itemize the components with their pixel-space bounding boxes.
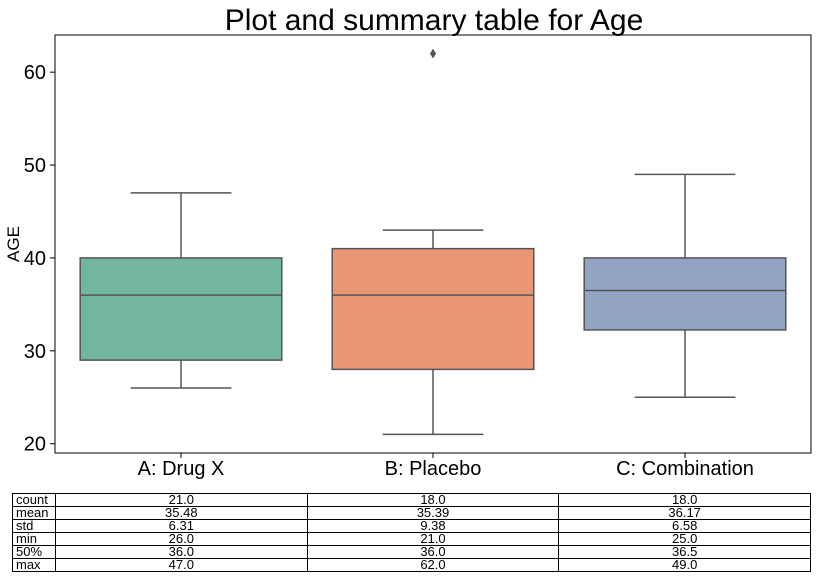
- row-label: min: [12, 532, 56, 546]
- chart-title: Plot and summary table for Age: [225, 4, 644, 37]
- row-label: max: [12, 558, 56, 572]
- box-2: [331, 247, 535, 371]
- table-cell: 6.31: [55, 519, 308, 533]
- outlier-point: [429, 48, 437, 59]
- table-cell: 35.48: [55, 506, 308, 520]
- table-row: std 6.31 9.38 6.58: [12, 519, 811, 533]
- table-row: mean 35.48 35.39 36.17: [12, 506, 811, 520]
- summary-table: count 21.0 18.0 18.0 mean 35.48 35.39 36.17 std 6…: [12, 493, 811, 572]
- table-cell: 21.0: [306, 532, 560, 546]
- x-tick-label: A: Drug X: [138, 458, 225, 480]
- table-cell: 47.0: [55, 558, 308, 572]
- table-cell: 62.0: [306, 558, 560, 572]
- table-cell: 35.39: [306, 506, 560, 520]
- box-1: [79, 257, 283, 361]
- plot-area: 20 30 40 50 60 A: Drug X B: Placebo C: Combinat…: [24, 34, 812, 480]
- y-axis-label: AGE: [4, 226, 23, 262]
- y-tick-label: 20: [24, 434, 46, 456]
- x-tick-label: C: Combination: [616, 458, 754, 480]
- y-tick-label: 50: [24, 155, 46, 177]
- table-cell: 6.58: [558, 519, 811, 533]
- y-tick-label: 30: [24, 341, 46, 363]
- table-cell: 36.0: [306, 545, 560, 559]
- table-row: 50% 36.0 36.0 36.5: [12, 545, 811, 559]
- box-3: [583, 257, 787, 331]
- table-cell: 26.0: [55, 532, 308, 546]
- y-tick-label: 60: [24, 62, 46, 84]
- table-row: max 47.0 62.0 49.0: [12, 558, 811, 572]
- table-cell: 49.0: [558, 558, 811, 572]
- table-cell: 25.0: [558, 532, 811, 546]
- row-label: 50%: [12, 545, 56, 559]
- table-cell: 9.38: [306, 519, 560, 533]
- table-cell: 18.0: [558, 493, 811, 507]
- row-label: count: [12, 493, 56, 507]
- row-label: std: [12, 519, 56, 533]
- row-label: mean: [12, 506, 56, 520]
- y-tick-label: 40: [24, 248, 46, 270]
- table-row: min 26.0 21.0 25.0: [12, 532, 811, 546]
- boxplot-chart: Plot and summary table for Age AGE 20 30 4…: [4, 4, 812, 480]
- table-row: count 21.0 18.0 18.0: [12, 493, 811, 507]
- table-cell: 18.0: [306, 493, 560, 507]
- table-cell: 21.0: [55, 493, 308, 507]
- table-cell: 36.5: [558, 545, 811, 559]
- table-cell: 36.0: [55, 545, 308, 559]
- x-tick-label: B: Placebo: [385, 458, 482, 480]
- plot-frame: [54, 34, 812, 454]
- table-cell: 36.17: [558, 506, 811, 520]
